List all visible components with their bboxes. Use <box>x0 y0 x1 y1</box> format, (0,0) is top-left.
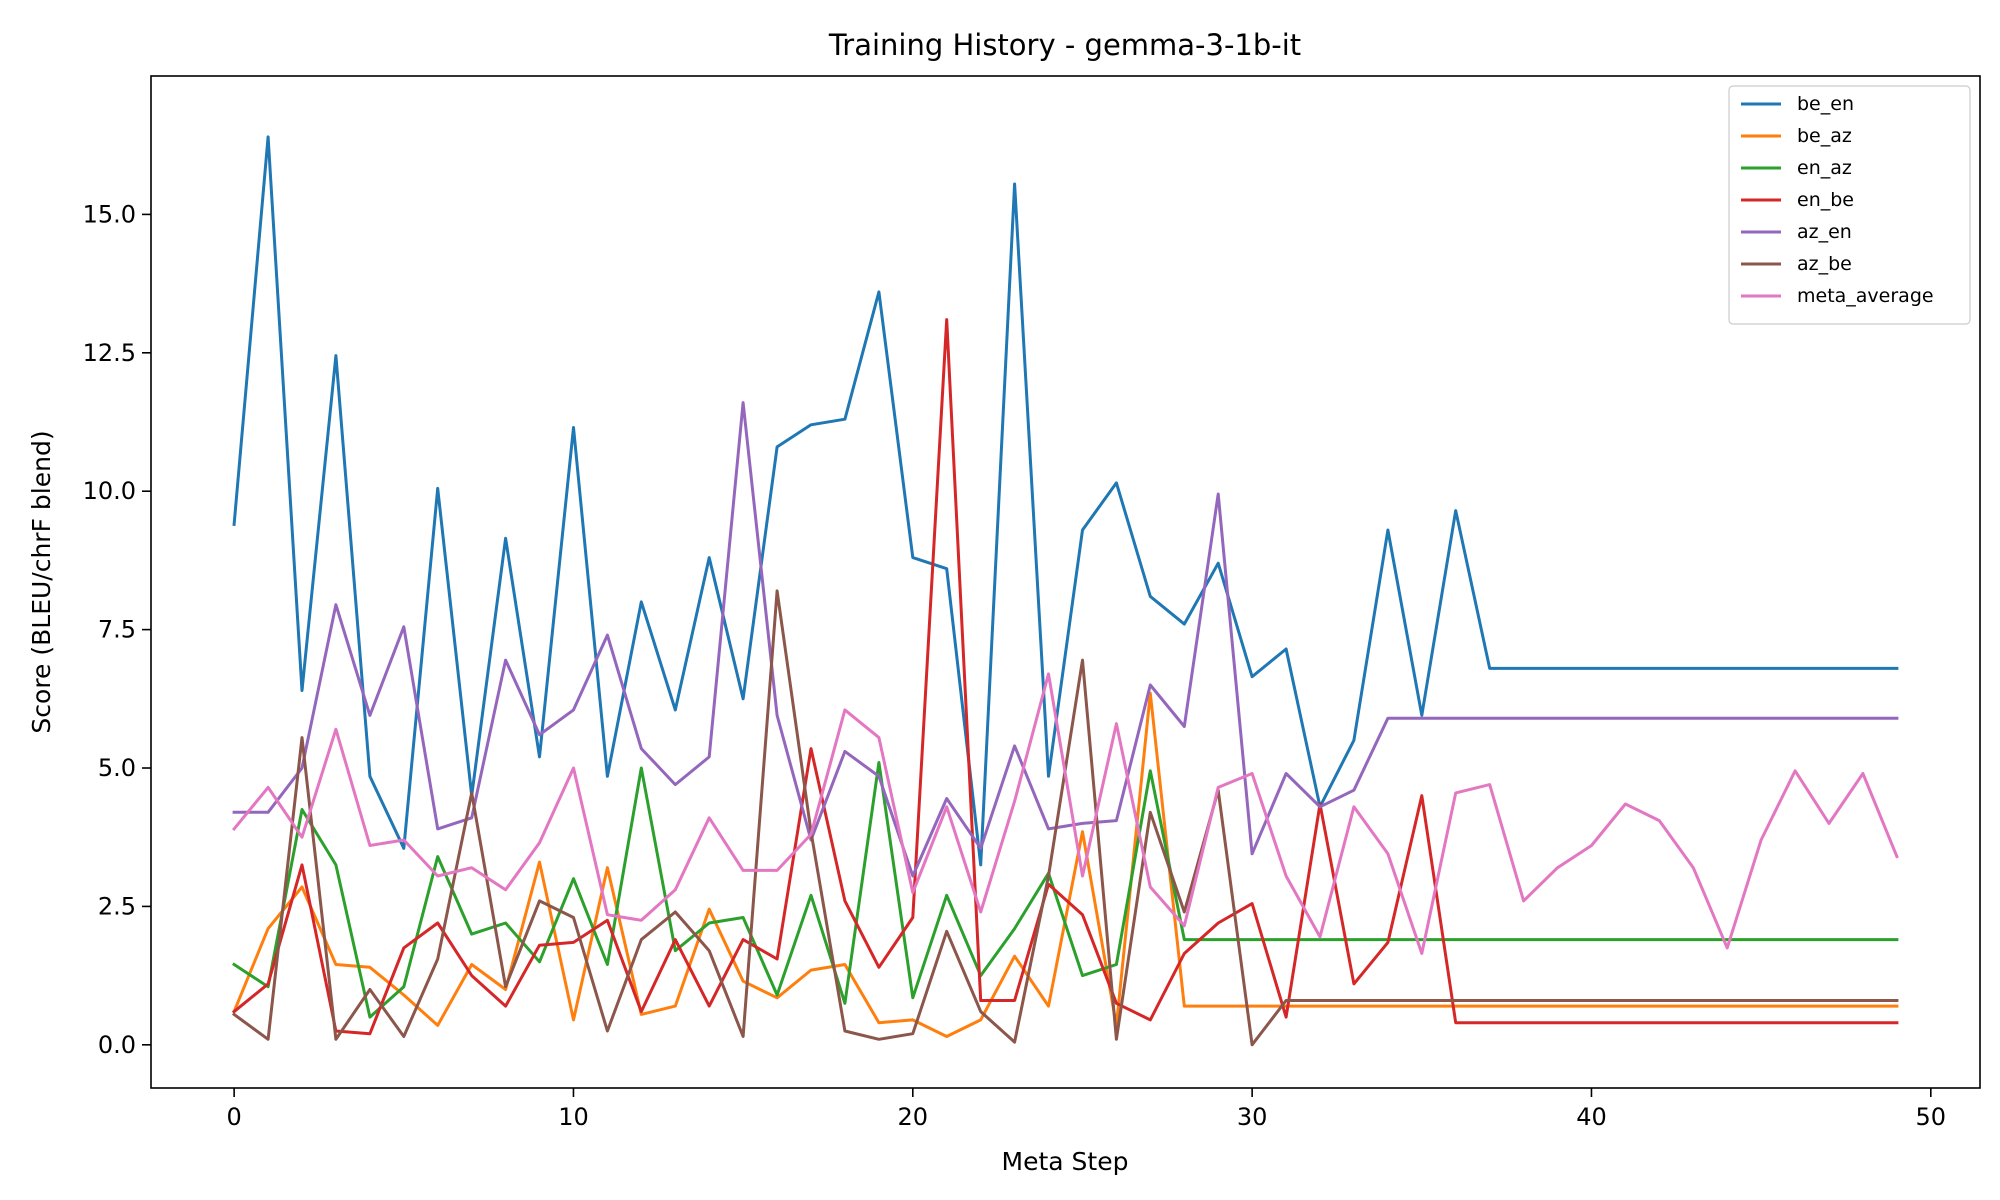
legend-label: en_az <box>1797 157 1852 179</box>
y-tick-label: 7.5 <box>98 616 136 644</box>
x-tick-label: 20 <box>898 1103 929 1131</box>
y-tick-label: 5.0 <box>98 754 136 782</box>
x-tick-label: 40 <box>1576 1103 1607 1131</box>
legend-label: meta_average <box>1797 285 1934 307</box>
series-line-en-be <box>231 318 1899 1036</box>
legend-label: be_az <box>1797 125 1852 147</box>
series-lines <box>231 135 1899 1047</box>
plot-frame <box>150 75 1981 1089</box>
series-line-en-az <box>232 761 1899 1019</box>
x-tick-label: 0 <box>226 1103 241 1131</box>
series-line-be-az <box>232 691 1899 1038</box>
legend-label: az_be <box>1797 253 1852 275</box>
y-tick-label: 0.0 <box>98 1031 136 1059</box>
x-tick-label: 30 <box>1237 1103 1268 1131</box>
x-tick-label: 10 <box>558 1103 589 1131</box>
legend-label: en_be <box>1797 189 1854 211</box>
y-axis-label: Score (BLEU/chrF blend) <box>27 430 56 733</box>
y-tick-label: 2.5 <box>98 892 136 920</box>
chart-title: Training History - gemma-3-1b-it <box>828 28 1301 62</box>
legend-label: be_en <box>1797 93 1854 115</box>
x-tick-label: 50 <box>1916 1103 1947 1131</box>
axes: 0 10 20 30 40 50 0.0 2.5 5.0 7.5 10.0 12.5 15.0 <box>83 200 1947 1131</box>
y-tick-label: 10.0 <box>83 477 136 505</box>
series-line-meta-average <box>231 672 1899 955</box>
legend-box <box>1728 85 1971 325</box>
y-tick-label: 12.5 <box>83 339 136 367</box>
legend: be_en be_az en_az en_be az_en az_be meta_avera… <box>1728 85 1971 325</box>
y-tick-label: 15.0 <box>83 200 136 228</box>
x-axis-label: Meta Step <box>1002 1147 1129 1176</box>
series-line-az-en <box>232 401 1899 878</box>
legend-label: az_en <box>1797 221 1852 243</box>
series-line-be-en <box>232 135 1899 867</box>
